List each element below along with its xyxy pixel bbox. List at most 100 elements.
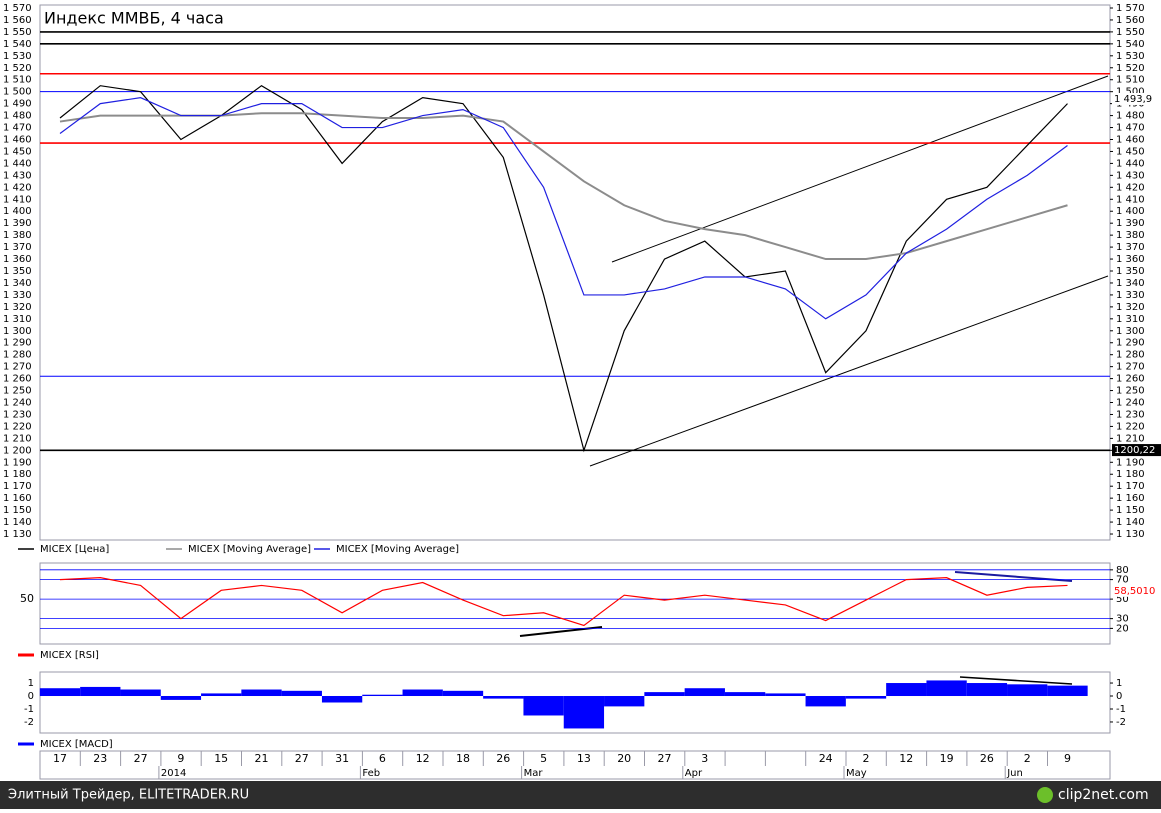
y-tick-label-left: 1 460	[3, 134, 32, 145]
y-tick-label-left: 1 240	[3, 398, 32, 409]
y-tick-label: 1 370	[1116, 242, 1145, 253]
title-bg	[42, 8, 232, 30]
x-tick-label: 9	[1064, 752, 1071, 765]
y-tick-label-left: -1	[24, 704, 34, 715]
y-tick-label: 1 300	[1116, 326, 1145, 337]
y-tick-label: 1 500	[1116, 87, 1145, 98]
legend-label: MICEX [Moving Average]	[188, 544, 311, 555]
y-tick-label-left: 1 330	[3, 290, 32, 301]
x-tick-label: 18	[456, 752, 470, 765]
y-tick-label-left: 1 340	[3, 278, 32, 289]
y-tick-label-left: 1 430	[3, 170, 32, 181]
y-tick-label: 1	[1116, 678, 1122, 689]
y-tick-label-left: 1 140	[3, 517, 32, 528]
x-tick-label: 13	[577, 752, 591, 765]
y-tick-label: 1 450	[1116, 146, 1145, 157]
histogram-bar	[644, 692, 685, 697]
y-tick-label: -2	[1116, 717, 1126, 728]
x-tick-label: 9	[177, 752, 184, 765]
y-tick-label: 1 340	[1116, 278, 1145, 289]
y-tick-label-left: 1 310	[3, 314, 32, 325]
y-tick-label-left: 1 530	[3, 51, 32, 62]
y-tick-label-left: 1 260	[3, 374, 32, 385]
y-tick-label: 1 420	[1116, 182, 1145, 193]
y-tick-label-left: 1 290	[3, 338, 32, 349]
y-tick-label: 1 380	[1116, 230, 1145, 241]
y-tick-label: 1 520	[1116, 63, 1145, 74]
x-tick-label: 23	[93, 752, 107, 765]
histogram-bar	[966, 683, 1008, 697]
histogram-bar	[120, 689, 161, 697]
y-tick-label: 1 150	[1116, 505, 1145, 516]
month-label: Apr	[685, 768, 703, 779]
series-line	[59, 112, 1068, 261]
divergence-line	[959, 676, 1073, 685]
legend-label: MICEX [MACD]	[40, 739, 113, 750]
histogram-bar	[604, 696, 645, 707]
month-label: Jun	[1006, 768, 1023, 779]
value-label: 58,5010	[1114, 586, 1155, 597]
month-label: Mar	[524, 768, 544, 779]
y-tick-label: 1 540	[1116, 39, 1145, 50]
y-tick-label-left: 1 360	[3, 254, 32, 265]
y-tick-label-left: 50	[20, 592, 34, 605]
y-tick-label: 70	[1116, 575, 1129, 586]
y-tick-label: 1 400	[1116, 206, 1145, 217]
rsi-panel	[39, 562, 1111, 645]
y-tick-label-left: 1 510	[3, 75, 32, 86]
x-tick-label: 12	[899, 752, 913, 765]
y-tick-label: 30	[1116, 614, 1129, 625]
y-tick-label: 1 480	[1116, 111, 1145, 122]
legend-label: MICEX [RSI]	[40, 650, 99, 661]
y-tick-label: 1 560	[1116, 15, 1145, 26]
y-tick-label: 1 360	[1116, 254, 1145, 265]
y-tick-label-left: 1 570	[3, 3, 32, 14]
y-tick-label: 1 190	[1116, 457, 1145, 468]
footer-right: clip2net.com	[1058, 787, 1149, 803]
y-tick-label: 0	[1116, 691, 1122, 702]
x-tick-label: 24	[819, 752, 833, 765]
x-tick-label: 21	[255, 752, 269, 765]
value-label-bg	[1112, 92, 1161, 105]
y-tick-label: 1 430	[1116, 170, 1145, 181]
y-tick-label-left: 1 150	[3, 505, 32, 516]
footer-bar	[0, 781, 1161, 809]
histogram-bar	[80, 686, 121, 697]
value-label-bg	[1112, 584, 1161, 597]
x-tick-label: 2	[1024, 752, 1031, 765]
x-tick-label: 26	[980, 752, 994, 765]
y-tick-label: 1 220	[1116, 421, 1145, 432]
series-line	[59, 84, 1068, 453]
histogram-bar	[523, 696, 564, 716]
y-tick-label: 1 330	[1116, 290, 1145, 301]
y-tick-label: 1 570	[1116, 3, 1145, 14]
y-tick-label: 1 390	[1116, 218, 1145, 229]
histogram-bar	[483, 696, 524, 699]
x-tick-label: 15	[214, 752, 228, 765]
y-tick-label: 1 130	[1116, 529, 1145, 540]
y-tick-label-left: 1 130	[3, 529, 32, 540]
y-tick-label: -1	[1116, 704, 1126, 715]
footer-left: Элитный Трейдер, ELITETRADER.RU	[8, 788, 249, 803]
histogram-bar	[160, 696, 202, 700]
y-tick-label: 1 310	[1116, 314, 1145, 325]
histogram-bar	[1047, 685, 1088, 697]
macd-panel	[39, 671, 1111, 734]
y-tick-label: 1 250	[1116, 386, 1145, 397]
y-tick-label-left: 1 550	[3, 27, 32, 38]
y-tick-label: 80	[1116, 565, 1129, 576]
y-tick-label-left: 1 170	[3, 481, 32, 492]
y-tick-label-left: 1 440	[3, 158, 32, 169]
y-tick-label-left: 1 210	[3, 433, 32, 444]
histogram-bar	[362, 694, 403, 697]
y-tick-label: 1 320	[1116, 302, 1145, 313]
y-tick-label: 1 290	[1116, 338, 1145, 349]
y-tick-label: 1 350	[1116, 266, 1145, 277]
y-tick-label: 1 550	[1116, 27, 1145, 38]
y-tick-label-left: 1 160	[3, 493, 32, 504]
clip2net-icon	[1037, 787, 1053, 803]
y-tick-label-left: 1 350	[3, 266, 32, 277]
y-tick-label-left: 1 220	[3, 421, 32, 432]
y-tick-label-left: 1 390	[3, 218, 32, 229]
